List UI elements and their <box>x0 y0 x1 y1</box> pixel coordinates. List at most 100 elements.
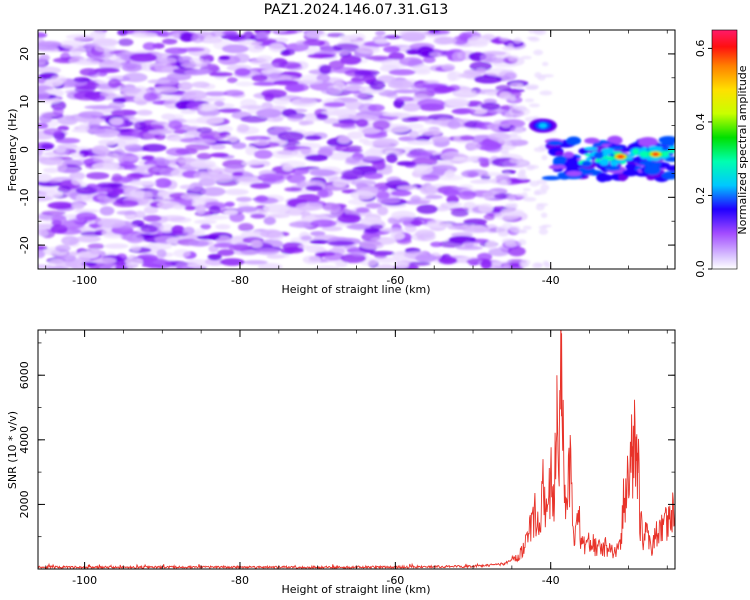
heatmap-cell <box>525 85 539 90</box>
heatmap-cell <box>386 153 398 164</box>
heatmap-cell <box>118 38 134 47</box>
heatmap-cell <box>310 219 337 228</box>
heatmap-cell <box>300 180 317 187</box>
heatmap-cell <box>305 185 323 192</box>
heatmap-cell <box>345 156 361 164</box>
snr-y-axis-label: SNR (10 * v/v) <box>6 411 19 489</box>
heatmap-cell <box>517 175 528 180</box>
heatmap-cell <box>444 169 455 179</box>
heatmap-cell <box>156 249 167 259</box>
heatmap-cell <box>180 109 197 114</box>
heatmap-cell <box>399 217 415 223</box>
heatmap-cell <box>502 238 516 244</box>
snr-y-tick-label: 4000 <box>18 426 31 454</box>
heatmap-cell <box>584 137 600 144</box>
heatmap-cell <box>321 110 345 116</box>
heatmap-cell <box>252 139 270 146</box>
heatmap-cell <box>115 155 140 162</box>
heatmap-cell <box>88 118 105 123</box>
heatmap-cell <box>323 203 341 213</box>
heatmap-cell <box>152 166 167 173</box>
heatmap-cell <box>372 160 386 171</box>
heatmap-cell <box>112 135 140 146</box>
heatmap-cell <box>38 122 49 129</box>
heatmap-cell <box>377 206 389 216</box>
heatmap-cell <box>108 101 125 110</box>
heatmap-cell <box>75 256 91 263</box>
heatmap-cell <box>502 95 516 100</box>
heatmap-cell <box>636 172 649 177</box>
heatmap-cell <box>295 202 324 211</box>
heatmap-cell <box>231 142 247 150</box>
heatmap-cell <box>395 96 414 102</box>
heatmap-cell <box>350 190 375 200</box>
heatmap-cell <box>522 225 532 230</box>
heatmap-cell <box>130 168 146 173</box>
heatmap-cell <box>310 231 326 237</box>
heatmap-cell <box>467 142 481 151</box>
heatmap-cell <box>85 172 110 180</box>
heatmap-cell <box>537 75 546 81</box>
heatmap-cell <box>475 141 502 151</box>
heatmap-cell <box>362 74 377 84</box>
heatmap-cell <box>103 234 123 239</box>
heatmap-cell <box>474 75 503 84</box>
heatmap-cell <box>524 98 535 103</box>
heatmap-cell <box>340 55 362 65</box>
heatmap-cell <box>538 228 549 235</box>
heatmap-cell <box>116 210 137 215</box>
heatmap-cell <box>247 44 264 53</box>
heatmap-cell <box>519 168 526 174</box>
heatmap-cell <box>611 146 623 150</box>
colorbar-frame <box>711 29 738 270</box>
heatmap-cell <box>542 260 549 266</box>
heatmap-cell <box>504 55 519 59</box>
heatmap-cell <box>178 56 194 64</box>
heatmap-cell <box>229 212 245 223</box>
heatmap-cell <box>581 160 592 168</box>
heatmap-cell <box>518 229 527 233</box>
heatmap-cell <box>249 182 271 189</box>
heatmap-cell <box>44 78 64 87</box>
heatmap-cell <box>625 163 637 171</box>
heatmap-cell <box>120 87 142 94</box>
heatmap-cell <box>179 32 194 43</box>
colorbar-label: Normalized spectral amplitude <box>736 65 749 234</box>
heatmap-cell <box>142 124 165 131</box>
heatmap-cell <box>369 250 396 256</box>
heatmap-cell <box>73 76 90 83</box>
heatmap-cell <box>219 258 245 266</box>
heatmap-cell <box>622 169 639 177</box>
heatmap-cell <box>179 184 195 190</box>
heatmap-cell <box>585 157 592 161</box>
heatmap-cell <box>213 100 225 107</box>
heatmap-cell <box>198 178 216 187</box>
heatmap-cell <box>504 203 515 209</box>
heatmap-cell <box>393 89 419 94</box>
heatmap-cell <box>203 215 230 220</box>
heatmap-cell <box>337 50 350 55</box>
heatmap-cell <box>154 62 174 73</box>
heatmap-cell <box>57 125 70 131</box>
heatmap-cell <box>388 52 405 61</box>
heatmap-cell <box>369 80 386 91</box>
snr-series-line <box>38 330 675 569</box>
heatmap-cell <box>221 30 238 36</box>
heatmap-cell <box>38 264 52 269</box>
heatmap-cell <box>501 69 514 73</box>
heatmap-cell <box>51 214 67 223</box>
heatmap-cell <box>196 127 213 134</box>
heatmap-cell <box>540 212 548 219</box>
heatmap-cell <box>451 51 463 62</box>
heatmap-cell <box>74 209 100 214</box>
heatmap-signal-blob <box>528 118 557 133</box>
heatmap-cell <box>459 135 475 141</box>
heatmap-cell <box>480 102 501 110</box>
heatmap-cell <box>515 193 523 198</box>
heatmap-cell <box>140 225 158 234</box>
heatmap-cell <box>238 222 254 232</box>
heatmap-cell <box>422 56 436 64</box>
heatmap-cell <box>159 223 175 234</box>
heatmap-cell <box>424 222 453 229</box>
heatmap-cell <box>536 179 548 185</box>
